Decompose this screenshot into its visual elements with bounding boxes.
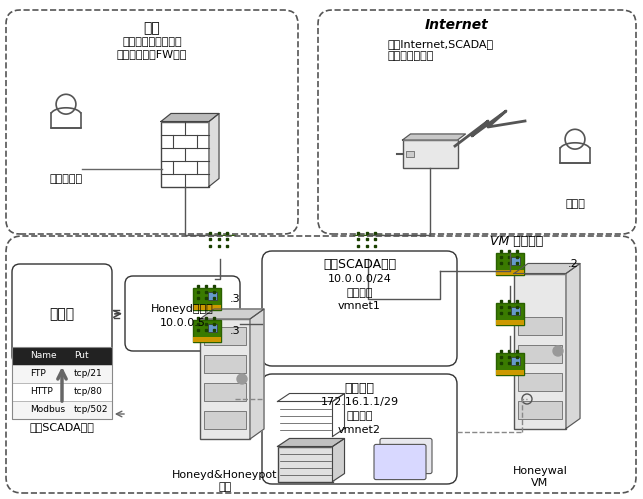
Text: Honeywal
VM: Honeywal VM — [512, 466, 567, 488]
Text: 通过Internet,SCADA，
无线暴露的接口: 通过Internet,SCADA， 无线暴露的接口 — [388, 39, 494, 61]
Polygon shape — [161, 113, 219, 121]
Polygon shape — [332, 394, 345, 437]
Text: HTTP: HTTP — [30, 388, 53, 397]
Text: tcp/80: tcp/80 — [74, 388, 103, 397]
Text: vmnet2: vmnet2 — [338, 425, 381, 435]
Bar — [514, 273, 566, 429]
Bar — [204, 355, 246, 373]
Bar — [221, 239, 231, 248]
FancyBboxPatch shape — [262, 251, 457, 366]
Text: Name: Name — [30, 351, 57, 360]
Text: FTP: FTP — [30, 369, 46, 379]
Text: Put: Put — [74, 351, 89, 360]
Bar — [496, 303, 524, 325]
Text: vmnet1: vmnet1 — [338, 301, 381, 311]
Bar — [193, 288, 221, 310]
Bar — [278, 402, 332, 437]
Text: Internet: Internet — [425, 18, 489, 32]
Polygon shape — [250, 309, 264, 439]
Text: 主机模式: 主机模式 — [346, 288, 373, 298]
Text: Modbus: Modbus — [30, 406, 65, 415]
Polygon shape — [514, 263, 580, 273]
Text: .2: .2 — [568, 259, 579, 269]
Bar — [406, 151, 413, 157]
Text: 10.0.0.0/24: 10.0.0.0/24 — [327, 274, 392, 284]
Bar — [278, 447, 332, 482]
Bar — [193, 305, 221, 310]
FancyBboxPatch shape — [6, 236, 636, 493]
Text: 虚拟SCADA网络: 虚拟SCADA网络 — [323, 258, 396, 271]
Circle shape — [553, 346, 563, 356]
Text: VM 桥接模式: VM 桥接模式 — [490, 235, 543, 248]
Bar — [496, 270, 524, 275]
Polygon shape — [278, 394, 345, 402]
Bar — [161, 121, 209, 187]
Circle shape — [237, 374, 247, 384]
Text: 安全分析师: 安全分析师 — [50, 174, 82, 184]
Bar — [193, 320, 221, 342]
Polygon shape — [403, 134, 466, 140]
Bar — [518, 344, 562, 362]
Text: 172.16.1.1/29: 172.16.1.1/29 — [320, 397, 399, 407]
Bar — [12, 401, 112, 419]
Bar — [511, 357, 520, 365]
Bar — [496, 320, 524, 325]
Bar — [496, 253, 524, 275]
FancyBboxPatch shape — [318, 10, 636, 234]
Bar — [204, 327, 246, 345]
Bar — [518, 372, 562, 391]
Text: tcp/502: tcp/502 — [74, 406, 109, 415]
Bar — [511, 257, 520, 265]
Bar — [511, 307, 520, 315]
Bar — [12, 347, 112, 419]
Polygon shape — [332, 439, 345, 482]
Bar — [12, 365, 112, 383]
Bar — [208, 292, 217, 300]
Polygon shape — [566, 263, 580, 429]
Polygon shape — [278, 439, 345, 447]
FancyBboxPatch shape — [6, 10, 298, 234]
Text: 虚拟管理: 虚拟管理 — [345, 382, 374, 395]
Bar — [12, 347, 112, 365]
FancyBboxPatch shape — [262, 374, 457, 484]
Bar — [353, 253, 383, 259]
Bar — [518, 401, 562, 419]
Text: Honeyd的评价: Honeyd的评价 — [151, 303, 214, 313]
Bar — [496, 353, 524, 375]
Text: 主机模式: 主机模式 — [346, 411, 373, 421]
Text: Honeyd&Honeypot
服务: Honeyd&Honeypot 服务 — [172, 470, 278, 492]
Bar — [518, 316, 562, 334]
Polygon shape — [200, 309, 264, 319]
FancyBboxPatch shape — [380, 393, 432, 429]
Text: tcp/21: tcp/21 — [74, 369, 103, 379]
Polygon shape — [209, 113, 219, 187]
Bar — [403, 140, 458, 168]
Text: 10.0.0.5: 10.0.0.5 — [159, 318, 205, 328]
Bar — [353, 235, 383, 259]
FancyBboxPatch shape — [380, 439, 432, 474]
Text: 攻击者: 攻击者 — [565, 199, 585, 209]
Bar — [204, 411, 246, 429]
Bar — [12, 383, 112, 401]
Text: 通过蜂窝，调制解调
器，路由器，FW等等: 通过蜂窝，调制解调 器，路由器，FW等等 — [117, 37, 187, 59]
Bar — [204, 383, 246, 401]
Bar — [200, 319, 250, 439]
Bar — [496, 370, 524, 375]
Text: .3: .3 — [230, 294, 240, 304]
Bar — [205, 253, 235, 259]
FancyBboxPatch shape — [125, 276, 240, 351]
FancyBboxPatch shape — [12, 264, 112, 364]
Bar — [370, 239, 379, 248]
Bar — [205, 235, 235, 259]
Text: 代理SCADA服务: 代理SCADA服务 — [30, 422, 95, 432]
Bar — [193, 337, 221, 342]
Text: 管理: 管理 — [143, 21, 160, 35]
Text: 登录中: 登录中 — [50, 307, 75, 321]
Bar — [208, 324, 217, 332]
Text: .3: .3 — [230, 326, 240, 336]
FancyBboxPatch shape — [374, 399, 426, 435]
FancyBboxPatch shape — [374, 445, 426, 480]
